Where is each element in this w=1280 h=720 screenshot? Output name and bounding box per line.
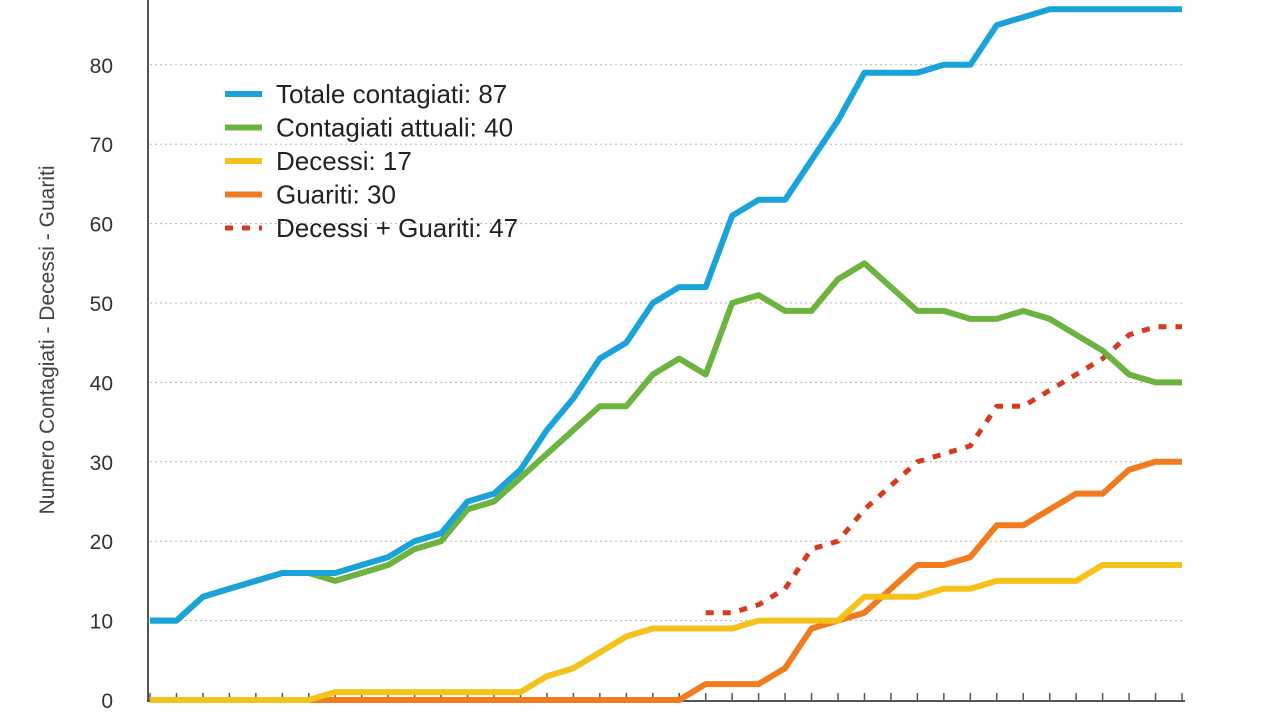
y-tick-label: 70	[90, 134, 113, 157]
y-tick-label: 30	[90, 452, 113, 475]
y-tick-label: 80	[90, 55, 113, 78]
y-tick-labels: 0 10 20 30 40 50 60 70 80	[90, 55, 113, 713]
series-lines	[150, 6, 1182, 703]
legend-label: Totale contagiati: 87	[276, 79, 507, 109]
y-tick-label: 40	[90, 372, 113, 395]
grid-lines	[150, 64, 1182, 622]
y-tick-label: 60	[90, 214, 113, 237]
legend: Totale contagiati: 87 Contagiati attuali:…	[225, 79, 518, 243]
y-tick-label: 50	[90, 293, 113, 316]
legend-label: Decessi: 17	[276, 146, 412, 176]
series-line	[150, 562, 1182, 703]
legend-label: Contagiati attuali: 40	[276, 113, 513, 143]
y-tick-label: 0	[101, 690, 113, 713]
y-tick-label: 20	[90, 531, 113, 554]
series-line	[150, 458, 1182, 703]
y-tick-label: 10	[90, 611, 113, 634]
series-line	[705, 324, 1182, 616]
legend-label: Decessi + Guariti: 47	[276, 213, 518, 243]
series-line	[150, 260, 1182, 624]
series-line	[150, 6, 1182, 624]
legend-label: Guariti: 30	[276, 180, 396, 210]
y-axis-title: Numero Contagiati - Decessi - Guariti	[36, 166, 59, 515]
